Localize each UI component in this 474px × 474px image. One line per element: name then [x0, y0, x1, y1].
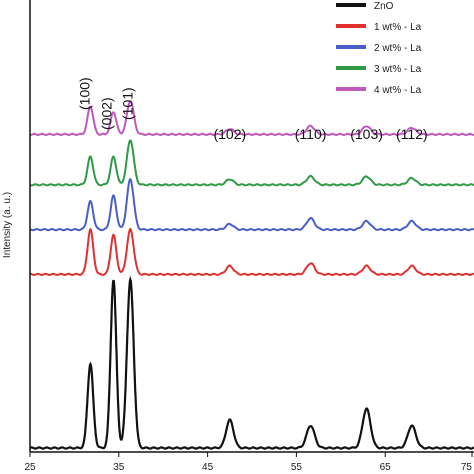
x-tick-label: 75: [461, 462, 473, 473]
legend: ZnO 1 wt% - La 2 wt% - La 3 wt% - La 4 wt% -…: [336, 1, 422, 96]
peak-label-112: (112): [396, 126, 428, 142]
legend-label: 1 wt% - La: [374, 22, 422, 33]
x-ticks: 25 35 45 55 65 75: [24, 452, 473, 473]
peak-label-110: (110): [295, 126, 327, 142]
peak-label-002: (002): [99, 97, 115, 130]
series-layer: [29, 100, 474, 450]
series-line-2-wt-la: [29, 177, 474, 232]
peak-label-101: (101): [120, 87, 136, 120]
x-tick-label: 35: [113, 462, 125, 473]
peak-label-102: (102): [213, 126, 246, 142]
legend-label: ZnO: [374, 1, 394, 12]
peak-label-100: (100): [77, 77, 93, 110]
peak-label-103: (103): [350, 126, 383, 142]
legend-label: 3 wt% - La: [374, 64, 422, 75]
x-tick-label: 45: [202, 462, 214, 473]
series-line-zno: [29, 275, 474, 450]
y-axis-title: Intensity (a. u.): [2, 192, 13, 258]
series-line-4-wt-la: [29, 100, 474, 137]
x-tick-label: 25: [24, 462, 36, 473]
peak-labels: (100) (002) (101) (102) (110) (103) (112): [77, 77, 428, 142]
x-tick-label: 65: [380, 462, 392, 473]
legend-label: 4 wt% - La: [374, 85, 422, 96]
legend-label: 2 wt% - La: [374, 43, 422, 54]
x-tick-label: 55: [291, 462, 303, 473]
series-line-1-wt-la: [29, 227, 474, 277]
series-line-3-wt-la: [29, 139, 474, 187]
